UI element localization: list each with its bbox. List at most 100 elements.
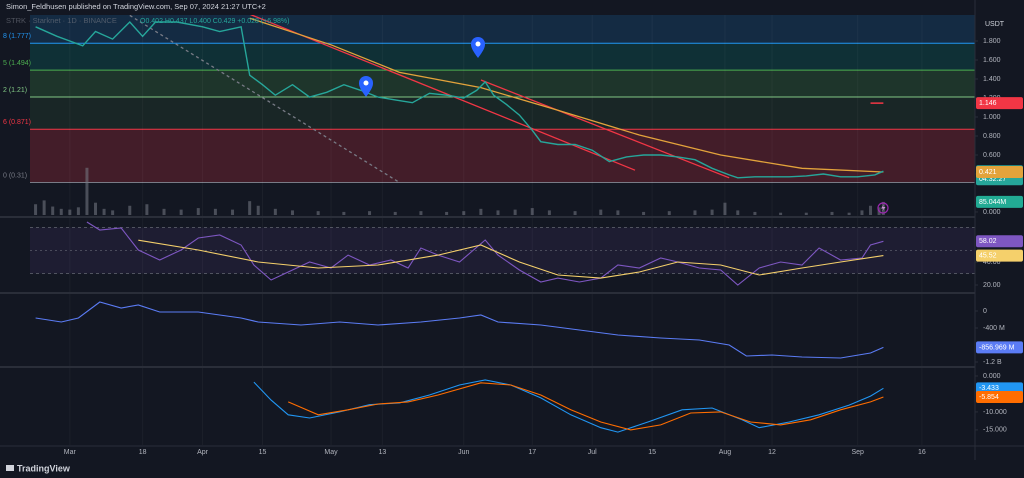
- volume-bar: [342, 211, 346, 215]
- x-tick-label: 12: [768, 449, 776, 456]
- badge-label: 58.02: [979, 238, 997, 245]
- volume-bar: [830, 211, 834, 215]
- fib-label: 2 (1.21): [3, 87, 27, 94]
- volume-bar: [111, 210, 115, 215]
- volume-bar: [753, 211, 757, 215]
- volume-bar: [616, 210, 620, 215]
- volume-bar: [179, 209, 183, 215]
- badge-label: -856.969 M: [979, 344, 1015, 351]
- fib-zone: [30, 43, 975, 71]
- x-tick-label: 16: [918, 449, 926, 456]
- y-tick-label: 1.400: [983, 76, 1001, 83]
- x-tick-label: 18: [139, 449, 147, 456]
- x-tick-label: Aug: [719, 449, 732, 456]
- watermark: TradingView: [17, 463, 71, 473]
- volume-bar: [273, 208, 277, 215]
- volume-bar: [196, 208, 200, 215]
- y-tick-label: 0: [983, 308, 987, 315]
- price-badge: [976, 165, 1023, 178]
- y-tick-label: 1.000: [983, 114, 1001, 121]
- y-tick-label: 0.600: [983, 152, 1001, 159]
- y-tick-label: 1.800: [983, 38, 1001, 45]
- trendline: [129, 15, 400, 184]
- volume-bar: [145, 204, 149, 215]
- badge-label: 45.52: [979, 252, 997, 259]
- fib-zone: [30, 70, 975, 98]
- y-tick-label: -1.2 B: [983, 359, 1002, 366]
- trendline: [480, 79, 730, 179]
- volume-bar: [68, 209, 72, 215]
- x-tick-label: 15: [259, 449, 267, 456]
- y-tick-label: -400 M: [983, 325, 1005, 332]
- indicator-badge: [976, 249, 1023, 262]
- x-tick-label: Jun: [458, 449, 469, 456]
- pane: [30, 221, 975, 286]
- volume-bar: [231, 209, 235, 215]
- ohlc-legend: O0.402 H0.437 L0.400 C0.429 +0.028 (+6.9…: [140, 18, 289, 25]
- x-tick-label: 13: [378, 449, 386, 456]
- badge-label: 85.044M: [979, 199, 1006, 206]
- plot-layer: 8 (1.777) 5 (1.494) 2 (1.21) 6 (0.871) 0 (0.…: [3, 15, 1023, 456]
- volume-bar: [248, 201, 252, 215]
- volume-bar: [530, 208, 534, 215]
- volume-bar: [779, 212, 783, 215]
- x-tick-label: 15: [648, 449, 656, 456]
- y-tick-label: 0.000: [983, 209, 1001, 216]
- volume-bar: [85, 167, 89, 215]
- volume-bar: [804, 212, 808, 215]
- volume-bar: [869, 205, 873, 215]
- volume-bar: [316, 211, 320, 215]
- x-tick-label: May: [324, 449, 338, 456]
- pane: [253, 379, 884, 433]
- indicator-badge: [976, 235, 1023, 248]
- volume-bar: [736, 210, 740, 215]
- volume-bar: [860, 210, 864, 215]
- volume-bar: [162, 208, 166, 215]
- indicator-line: [287, 382, 884, 431]
- volume-bar: [94, 202, 98, 215]
- currency: USDT: [985, 21, 1005, 28]
- indicator-line: [35, 301, 884, 359]
- countdown: 04:32:27: [979, 176, 1006, 183]
- volume-bar: [513, 209, 517, 215]
- volume-bar: [34, 204, 38, 215]
- x-tick-label: 17: [528, 449, 536, 456]
- price-badge: [976, 97, 1023, 110]
- indicator-badge: [976, 391, 1023, 404]
- logo: [6, 465, 14, 471]
- volume-bar: [213, 208, 217, 215]
- volume-bar: [393, 211, 397, 215]
- fib-zone: [30, 15, 975, 44]
- alert-icon: [877, 202, 889, 214]
- volume-bar: [573, 211, 577, 215]
- symbol-legend: STRK · Starknet · 1D · BINANCE: [6, 16, 117, 25]
- volume-bar: [419, 211, 423, 215]
- marker-pin: [359, 76, 373, 97]
- pane: [30, 15, 975, 215]
- price-line: [35, 20, 884, 179]
- badge-label: -5.854: [979, 394, 999, 401]
- volume-bar: [547, 210, 551, 215]
- y-tick-label: 0.800: [983, 133, 1001, 140]
- marker-pin: [471, 37, 485, 58]
- volume-bar: [667, 211, 671, 215]
- x-tick-label: Jul: [588, 449, 597, 456]
- y-tick-label: 20.00: [983, 282, 1001, 289]
- volume-bar: [462, 211, 466, 215]
- fib-zone: [30, 129, 975, 183]
- volume-bar: [128, 205, 132, 215]
- indicator-line: [86, 221, 884, 286]
- volume-bar: [51, 206, 55, 215]
- moving-average: [249, 17, 884, 173]
- volume-bar: [290, 210, 294, 215]
- volume-bar: [102, 208, 106, 215]
- fib-label: 0 (0.31): [3, 172, 27, 179]
- volume-bar: [368, 211, 372, 215]
- volume-bar: [693, 210, 697, 215]
- y-tick-label: 1.600: [983, 57, 1001, 64]
- header: Simon_Feldhusen published on TradingView…: [6, 2, 266, 11]
- volume-bar: [445, 211, 449, 215]
- y-tick-label: -15.000: [983, 427, 1007, 434]
